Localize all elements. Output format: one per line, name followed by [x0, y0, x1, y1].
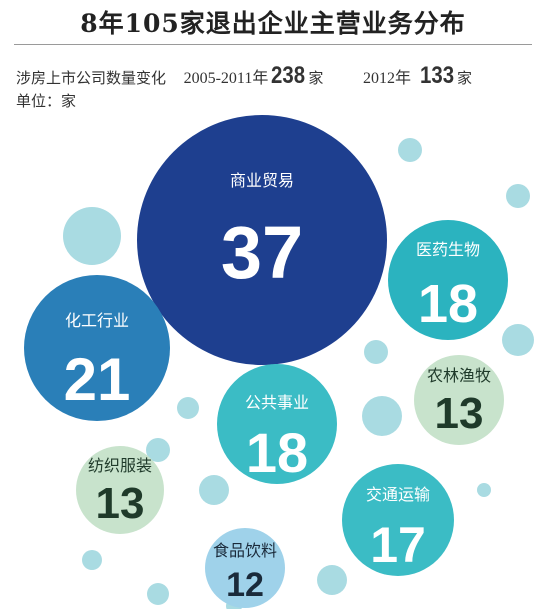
bubble-4: 公共事业 18 [217, 364, 337, 484]
bubble-6: 纺织服装 13 [76, 446, 164, 534]
bubble-circle [137, 115, 387, 365]
bubble-category-label: 化工行业 [65, 311, 129, 330]
bubble-category-label: 商业贸易 [230, 171, 294, 190]
bubble-value-label: 37 [221, 211, 303, 294]
bubble-circle [205, 528, 285, 608]
bubble-value-label: 18 [246, 421, 308, 484]
chart-title: 8年105家退出企业主营业务分布 [80, 9, 466, 38]
decorative-bubble [317, 565, 347, 595]
bubble-category-label: 纺织服装 [88, 456, 152, 475]
bubble-value-label: 21 [64, 346, 131, 413]
bubble-value-label: 13 [96, 479, 145, 528]
bubble-category-label: 食品饮料 [213, 541, 277, 560]
bubble-circle [342, 464, 454, 576]
bubble-circle [24, 275, 170, 421]
subtitle-period-1: 2005-2011年 [183, 70, 269, 87]
bubble-8: 食品饮料 12 [205, 528, 285, 608]
unit-label: 单位：家 [16, 92, 77, 110]
bubble-3: 化工行业 21 [24, 275, 170, 421]
bubble-category-label: 交通运输 [366, 485, 430, 504]
subtitle-text: 涉房上市公司数量变化 [16, 69, 167, 87]
subtitle-unit-2: 家 [457, 69, 473, 87]
bubble-value-label: 13 [435, 389, 484, 438]
title-divider [14, 44, 532, 45]
decorative-bubble [364, 340, 388, 364]
decorative-bubble [398, 138, 422, 162]
decorative-bubble [146, 438, 170, 462]
bubble-5: 农林渔牧 13 [414, 355, 504, 445]
bubble-circle [217, 364, 337, 484]
bubble-value-label: 12 [226, 566, 264, 604]
subtitle-value-1: 238 [271, 62, 306, 89]
decorative-bubble [199, 475, 229, 505]
decorative-bubble [147, 583, 169, 605]
decorative-bubble [506, 184, 530, 208]
bubble-7: 交通运输 17 [342, 464, 454, 576]
bubble-value-label: 17 [370, 517, 426, 573]
bubble-2: 医药生物 18 [388, 220, 508, 340]
bubble-category-label: 农林渔牧 [427, 366, 491, 385]
bubble-circle [76, 446, 164, 534]
bubble-value-label: 18 [418, 274, 478, 334]
subtitle-value-2: 133 [419, 62, 455, 89]
bubble-circle [388, 220, 508, 340]
bubble-category-label: 公共事业 [245, 393, 309, 412]
bubble-1: 商业贸易 37 [137, 115, 387, 365]
subtitle-period-2: 2012年 [362, 70, 411, 87]
subtitle-line: 涉房上市公司数量变化 2005-2011年 238 家 2012年 133 家 [16, 62, 472, 90]
decorative-bubble [477, 483, 491, 497]
decorative-bubble [177, 397, 199, 419]
decorative-bubble [82, 550, 102, 570]
decorative-bubble [502, 324, 534, 356]
decorative-bubble [63, 207, 121, 265]
subtitle-unit-1: 家 [308, 69, 324, 87]
decorative-bubble [362, 396, 402, 436]
bubble-circle [414, 355, 504, 445]
bubble-category-label: 医药生物 [416, 240, 480, 259]
